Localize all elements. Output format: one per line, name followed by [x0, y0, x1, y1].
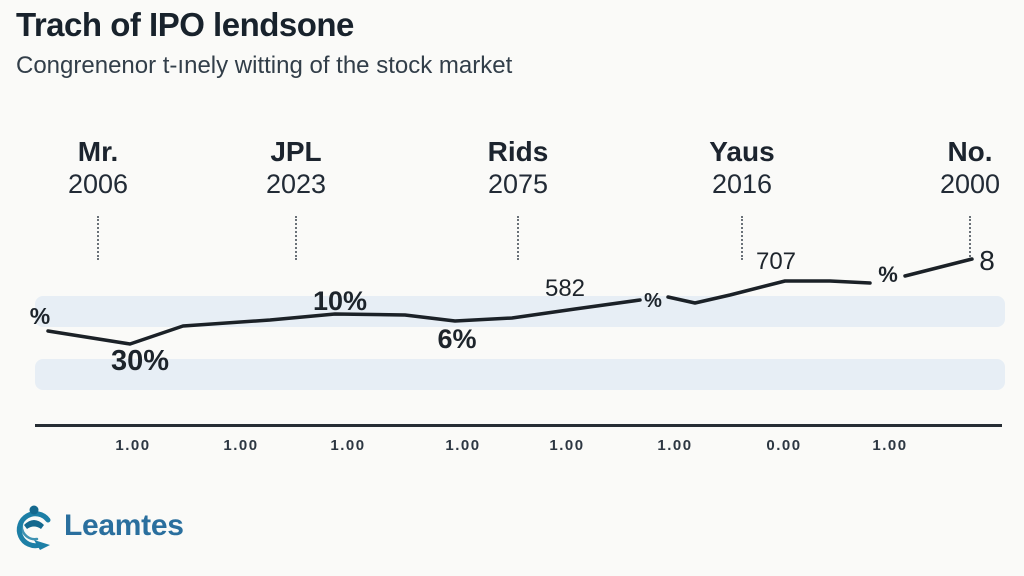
point-label-582: 582 [544, 275, 586, 302]
line-series-segment [903, 257, 974, 278]
page-title: Trach of IPO lendsone [16, 6, 354, 43]
x-tick-label: 1.00 [330, 437, 366, 454]
point-label-10pct: 10% [312, 286, 368, 316]
milestone-label: JPL [270, 136, 322, 167]
milestone-label: Yaus [709, 136, 775, 167]
dotted-tick-mark [97, 215, 99, 260]
chart-band-lower [35, 359, 1005, 390]
milestone-column: Yaus 2016 [662, 136, 822, 260]
point-label-percent: % [644, 290, 662, 312]
milestone-year: 2023 [265, 169, 327, 200]
point-label-30pct: 30% [110, 345, 170, 377]
brand-logo-icon [16, 505, 51, 550]
milestone-column: Rids 2075 [438, 136, 598, 260]
x-tick-label: 1.00 [657, 437, 693, 454]
x-tick-label: 1.00 [872, 437, 908, 454]
milestone-column: No. 2000 [890, 136, 1024, 260]
point-label-percent: % [29, 303, 51, 329]
milestone-column: Mr. 2006 [18, 136, 178, 260]
x-tick-label: 1.00 [223, 437, 259, 454]
dotted-tick-mark [295, 215, 297, 260]
x-tick-label: 1.00 [445, 437, 481, 454]
x-tick-label: 1.00 [115, 437, 151, 454]
milestone-year: 2016 [711, 169, 773, 200]
page-subtitle: Congrenenor t-ınely witting of the stock… [16, 52, 513, 79]
milestone-year: 2075 [487, 169, 549, 200]
dotted-tick-mark [517, 215, 519, 260]
x-axis-line [35, 424, 1002, 427]
point-label-8: 8 [979, 245, 995, 276]
x-tick-label: 1.00 [549, 437, 585, 454]
brand-name: Leamtes [64, 509, 184, 542]
chart-band-upper [35, 296, 1005, 327]
dotted-tick-mark [969, 215, 971, 260]
point-label-707: 707 [755, 248, 797, 275]
x-tick-label: 0.00 [766, 437, 802, 454]
milestone-label: Rids [487, 136, 549, 167]
milestone-year: 2006 [67, 169, 129, 200]
brand-lockup: Leamtes [10, 498, 184, 554]
milestone-label: Mr. [77, 136, 119, 167]
point-label-percent: % [878, 262, 898, 287]
milestone-label: No. [947, 136, 993, 167]
milestone-column: JPL 2023 [216, 136, 376, 260]
point-label-6pct: 6% [437, 324, 477, 354]
milestone-year: 2000 [939, 169, 1001, 200]
dotted-tick-mark [741, 215, 743, 260]
